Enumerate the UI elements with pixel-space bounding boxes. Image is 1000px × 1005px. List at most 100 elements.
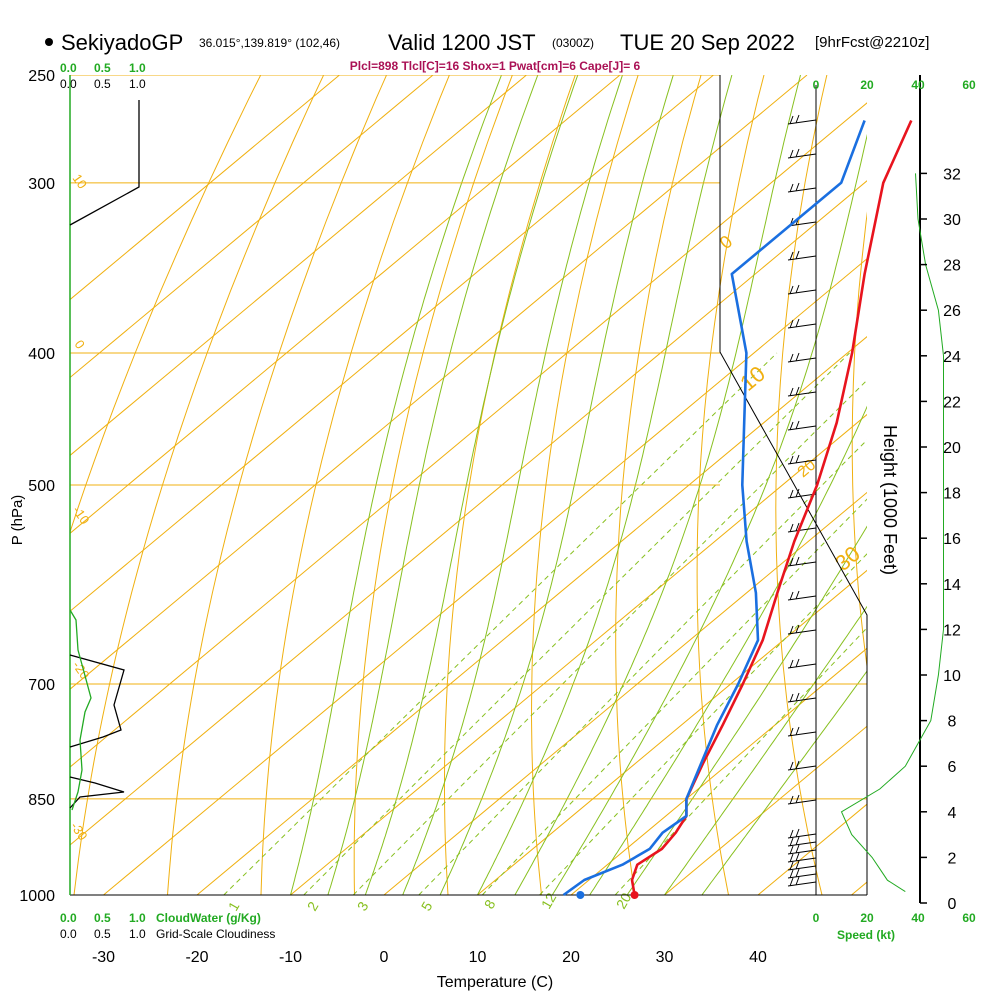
wind-barb-feather bbox=[796, 693, 799, 701]
height-tick-label: 2 bbox=[948, 850, 957, 867]
cloud-scale-bottom-1: 0.5 bbox=[94, 927, 111, 941]
dry-adiabat-line bbox=[168, 51, 398, 895]
cw-scale-bottom-1: 0.5 bbox=[94, 911, 111, 925]
wind-barb-shaft bbox=[788, 834, 816, 838]
wind-barb-feather bbox=[796, 149, 799, 157]
cloud-water-label: CloudWater (g/Kg) bbox=[156, 911, 261, 925]
cloud-water-profile bbox=[70, 610, 91, 810]
wind-barb-shaft bbox=[788, 664, 816, 668]
cloud-scale-top-2: 1.0 bbox=[129, 77, 146, 91]
wind-barb-feather bbox=[790, 762, 793, 770]
dry-adiabat-line bbox=[74, 51, 335, 895]
wind-barb bbox=[788, 837, 816, 846]
wind-barb-feather bbox=[790, 870, 793, 878]
pressure-tick-label: 850 bbox=[28, 792, 55, 809]
temperature-tick-label: 30 bbox=[656, 949, 674, 966]
wind-barb-feather bbox=[796, 829, 799, 837]
wind-barb-shaft bbox=[788, 426, 816, 430]
temperature-tick-label: -30 bbox=[92, 949, 115, 966]
height-tick-label: 26 bbox=[943, 303, 961, 320]
temperature-tick-label: -20 bbox=[185, 949, 208, 966]
theta-e-label: 10 bbox=[735, 361, 770, 396]
mixing-ratio-line bbox=[224, 353, 777, 895]
wind-barb-shaft bbox=[788, 358, 816, 362]
wind-barb bbox=[788, 591, 816, 600]
cw-scale-bottom-0: 0.0 bbox=[60, 911, 77, 925]
height-tick-label: 6 bbox=[948, 759, 957, 776]
wind-barb bbox=[788, 387, 816, 396]
wind-barb-feather bbox=[790, 694, 793, 702]
temperature-tick-label: 0 bbox=[380, 949, 389, 966]
wind-barb-shaft bbox=[788, 766, 816, 770]
wind-barb-feather bbox=[790, 252, 793, 260]
y-axis-label: P (hPa) bbox=[9, 495, 26, 546]
wind-barb-feather bbox=[796, 877, 799, 885]
temperature-tick-label: 20 bbox=[562, 949, 580, 966]
height-tick-label: 0 bbox=[948, 896, 957, 913]
mixing-ratio-label: 2 bbox=[304, 899, 322, 914]
cloud-profiles bbox=[70, 100, 139, 810]
cw-scale-bottom-2: 1.0 bbox=[129, 911, 146, 925]
forecast-info: [9hrFcst@2210z] bbox=[815, 34, 929, 51]
wind-barb-feather bbox=[790, 854, 793, 862]
dry-adiabat-line bbox=[445, 51, 584, 895]
speed-tick-label-top: 20 bbox=[860, 78, 874, 92]
speed-tick-label-top: 0 bbox=[813, 78, 820, 92]
dry-adiabat-line bbox=[532, 51, 646, 895]
cw-scale-top-1: 0.5 bbox=[94, 61, 111, 75]
wind-barb-feather bbox=[796, 557, 799, 565]
wind-barb bbox=[788, 829, 816, 838]
height-tick-label: 16 bbox=[943, 531, 961, 548]
pressure-tick-label: 700 bbox=[28, 677, 55, 694]
mixing-ratio-line bbox=[482, 353, 1000, 895]
surface-dewpoint-marker bbox=[576, 891, 584, 899]
wind-barb-feather bbox=[796, 421, 799, 429]
height-tick-label: 24 bbox=[943, 349, 961, 366]
wind-barb-feather bbox=[790, 846, 793, 854]
mixing-ratio-line bbox=[353, 353, 894, 895]
temperature-tick-label: 10 bbox=[469, 949, 487, 966]
isotherm-label: 10 bbox=[70, 171, 91, 191]
wind-barb-feather bbox=[796, 251, 799, 259]
height-tick-label: 22 bbox=[943, 394, 961, 411]
speed-tick-label-bottom: 40 bbox=[911, 911, 925, 925]
wind-barb-feather bbox=[796, 285, 799, 293]
wind-barb-feather bbox=[790, 150, 793, 158]
temperature-tick-label: 40 bbox=[749, 949, 767, 966]
mixing-ratio-label: 8 bbox=[481, 897, 499, 912]
wind-barb-feather bbox=[796, 837, 799, 845]
cloud-scale-bottom-0: 0.0 bbox=[60, 927, 77, 941]
wind-barb-feather bbox=[790, 592, 793, 600]
wind-barb bbox=[788, 869, 816, 878]
wind-barb-feather bbox=[790, 184, 793, 192]
height-tick-label: 30 bbox=[943, 212, 961, 229]
height-tick-label: 18 bbox=[943, 486, 961, 503]
height-tick-label: 20 bbox=[943, 440, 961, 457]
surface-temperature-marker bbox=[631, 891, 639, 899]
cloud-scale-bottom-2: 1.0 bbox=[129, 927, 146, 941]
wind-barb-feather bbox=[796, 659, 799, 667]
wind-barb-shaft bbox=[788, 732, 816, 736]
wind-barb bbox=[788, 115, 816, 124]
mixing-ratio-label: 3 bbox=[354, 899, 372, 914]
height-tick-label: 14 bbox=[943, 577, 961, 594]
wind-barb-shaft bbox=[788, 874, 816, 878]
wind-barb bbox=[788, 727, 816, 736]
wind-barb bbox=[788, 421, 816, 430]
temperature-profile bbox=[632, 121, 911, 896]
station-marker-icon bbox=[45, 38, 53, 46]
station-location: 36.015°,139.819° (102,46) bbox=[199, 36, 340, 50]
wind-barb-shaft bbox=[788, 324, 816, 328]
wind-barb-feather bbox=[790, 490, 793, 498]
speed-tick-label-bottom: 0 bbox=[813, 911, 820, 925]
wind-barb-feather bbox=[796, 853, 799, 861]
height-tick-label: 28 bbox=[943, 258, 961, 275]
speed-tick-label-top: 60 bbox=[962, 78, 976, 92]
wind-barb-feather bbox=[796, 591, 799, 599]
station-name: SekiyadoGP bbox=[61, 30, 183, 55]
wind-barb-feather bbox=[790, 524, 793, 532]
wind-barb-feather bbox=[796, 353, 799, 361]
mixing-ratio-label: 5 bbox=[418, 899, 436, 914]
